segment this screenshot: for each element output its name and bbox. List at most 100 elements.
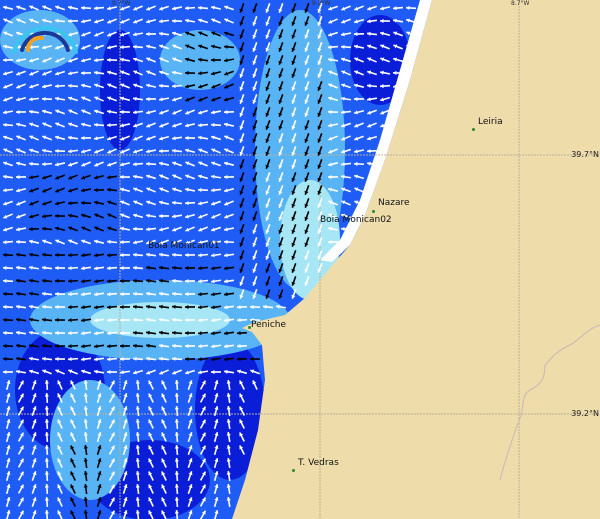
arrow-head: [211, 292, 215, 297]
arrow-head: [6, 497, 11, 502]
arrow-head: [185, 214, 190, 219]
arrow-head: [367, 31, 371, 36]
arrow-head: [29, 97, 33, 102]
arrow-head: [107, 149, 112, 154]
arrow-head: [159, 343, 163, 348]
arrow-head: [341, 213, 346, 218]
arrow-head: [159, 227, 163, 232]
arrow-head: [252, 151, 257, 156]
arrow-head: [42, 5, 47, 10]
arrow-head: [278, 164, 283, 169]
arrow-head: [237, 305, 241, 310]
arrow-head: [291, 216, 296, 221]
arrow-head: [239, 99, 244, 104]
arrow-head: [110, 510, 115, 515]
arrow-head: [120, 174, 124, 180]
arrow-head: [94, 19, 99, 24]
place-leiria[interactable]: Leiria: [478, 117, 503, 127]
arrow-head: [3, 188, 7, 193]
arrow-head: [120, 162, 124, 167]
arrow-head: [81, 135, 85, 141]
arrow-head: [120, 343, 124, 349]
arrow-head: [42, 109, 47, 114]
arrow-head: [94, 226, 99, 231]
arrow-head: [42, 162, 46, 167]
arrow-head: [291, 99, 296, 104]
arrow-head: [120, 252, 124, 258]
arrow-head: [133, 110, 137, 115]
arrow-head: [19, 471, 24, 476]
arrow-head: [107, 96, 112, 101]
arrow-head: [291, 164, 296, 169]
arrow-head: [252, 34, 257, 39]
arrow-head: [120, 83, 125, 88]
arrow-head: [94, 58, 98, 63]
arrow-head: [252, 99, 257, 104]
place-nazare[interactable]: Nazare: [378, 198, 410, 208]
arrow-head: [135, 471, 140, 475]
arrow-head: [55, 58, 60, 63]
arrow-head: [328, 174, 332, 180]
arrow-head: [226, 458, 231, 462]
arrow-head: [172, 161, 177, 166]
arrow-head: [81, 83, 85, 88]
arrow-head: [81, 45, 86, 50]
arrow-head: [224, 305, 228, 310]
arrow-head: [83, 393, 88, 397]
arrow-head: [55, 135, 60, 140]
arrow-head: [185, 330, 189, 336]
arrow-head: [70, 510, 75, 515]
arrow-head: [133, 162, 137, 167]
arrow-head: [32, 458, 37, 463]
arrow-head: [224, 331, 228, 336]
arrow-head: [29, 175, 33, 180]
arrow-head: [55, 369, 60, 374]
arrow-head: [317, 21, 322, 26]
arrow-head: [120, 57, 124, 62]
arrow-head: [107, 136, 112, 141]
arrow-head: [172, 97, 177, 102]
arrow-head: [32, 497, 37, 502]
arrow-head: [172, 317, 176, 322]
arrow-head: [120, 370, 124, 375]
arrow-head: [226, 432, 231, 436]
arrow-head: [120, 6, 125, 11]
arrow-head: [68, 226, 73, 231]
arrow-head: [120, 109, 124, 115]
arrow-head: [19, 484, 24, 489]
arrow-head: [172, 291, 176, 296]
arrow-head: [239, 34, 244, 39]
arrow-head: [250, 356, 254, 362]
arrow-head: [172, 174, 177, 179]
arrow-head: [94, 175, 99, 180]
arrow-head: [29, 188, 34, 193]
arrow-head: [16, 239, 20, 244]
arrow-head: [29, 330, 33, 335]
arrow-head: [120, 200, 125, 205]
arrow-head: [68, 162, 73, 167]
arrow-head: [380, 57, 385, 62]
arrow-head: [29, 278, 33, 283]
arrow-head: [55, 71, 60, 76]
arrow-head: [161, 484, 166, 489]
arrow-head: [198, 123, 202, 128]
place-t-vedras[interactable]: T. Vedras: [298, 458, 339, 468]
arrow-head: [393, 6, 397, 11]
arrow-head: [185, 304, 189, 310]
arrow-head: [252, 281, 257, 286]
arrow-head: [224, 58, 228, 63]
buoy-monican01[interactable]: Boia Monican01: [148, 241, 220, 251]
arrow-head: [367, 123, 372, 128]
arrow-head: [146, 278, 150, 283]
place-peniche[interactable]: Peniche: [251, 320, 287, 330]
arrow-head: [16, 84, 21, 89]
arrow-head: [3, 291, 7, 296]
arrow-head: [214, 380, 219, 385]
arrow-head: [198, 71, 202, 76]
arrow-head: [42, 252, 46, 257]
buoy-monican02[interactable]: Boia Monican02: [320, 215, 392, 225]
arrow-head: [393, 31, 398, 36]
arrow-head: [304, 60, 309, 65]
arrow-head: [94, 32, 99, 37]
